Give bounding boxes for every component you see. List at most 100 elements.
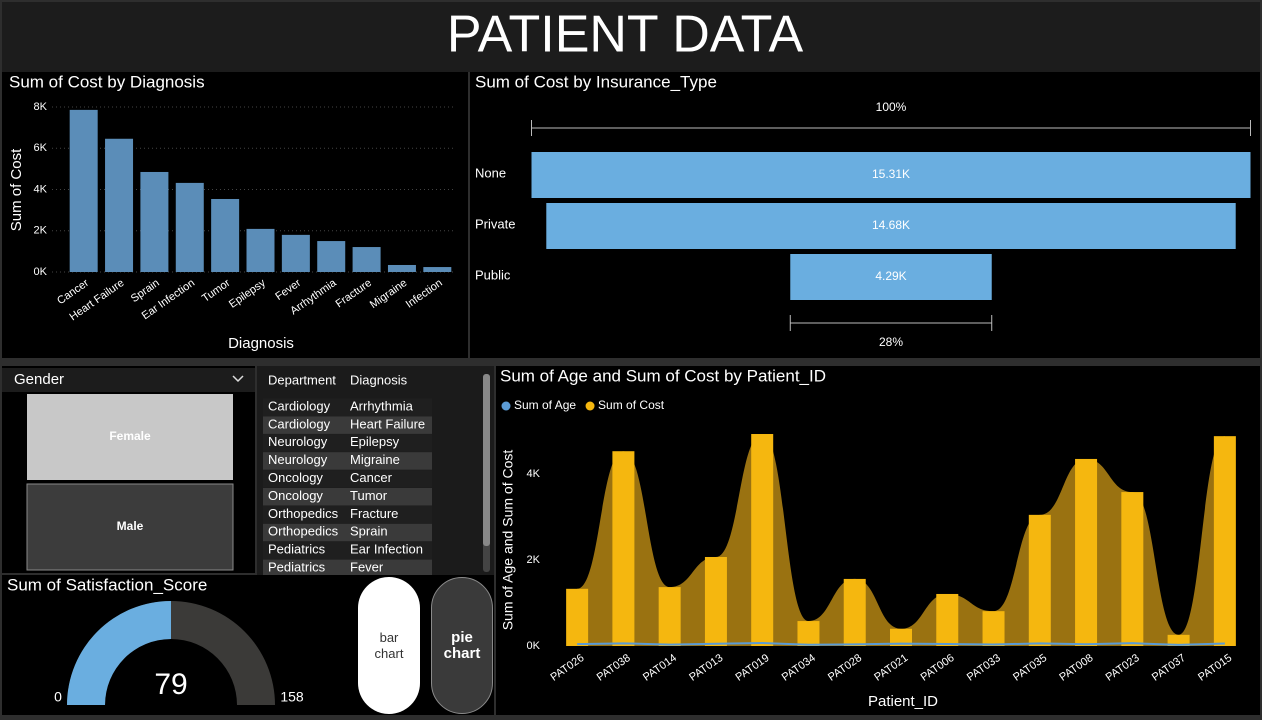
- y-tick-label: 2K: [527, 554, 541, 566]
- slicer-item-label[interactable]: Male: [117, 519, 144, 533]
- table-cell: Heart Failure: [350, 416, 425, 431]
- table-cell: Oncology: [268, 470, 323, 485]
- table-cell: Migraine: [350, 452, 400, 467]
- table-cell: Sprain: [350, 524, 388, 539]
- bar: [105, 138, 134, 272]
- gauge-fill: [67, 601, 171, 705]
- table-row: [263, 434, 432, 452]
- funnel-bar: [546, 203, 1236, 249]
- gauge-min: 0: [54, 689, 62, 705]
- bar: [751, 434, 774, 646]
- bracket: [531, 120, 1251, 136]
- y-tick-label: 4K: [34, 183, 48, 195]
- bar: [982, 611, 1005, 646]
- category-label: Private: [475, 216, 515, 231]
- chevron[interactable]: [232, 375, 244, 383]
- funnel-bar: [531, 152, 1251, 198]
- bar: [140, 171, 169, 272]
- panel: [2, 575, 356, 715]
- table-row: [263, 559, 432, 575]
- y-tick-label: 2K: [34, 225, 48, 237]
- x-axis-label: Diagnosis: [228, 335, 294, 352]
- annotation: 28%: [879, 335, 903, 349]
- slicer-item[interactable]: [27, 394, 233, 480]
- slicer-item-label[interactable]: Female: [109, 429, 151, 443]
- bar: [797, 621, 820, 646]
- bar: [704, 556, 727, 646]
- nav-button[interactable]: pie chart: [431, 577, 493, 714]
- button-label[interactable]: bar chart: [374, 629, 404, 661]
- y-tick-label: 0K: [34, 266, 48, 278]
- y-axis-label: Sum of Cost: [8, 148, 25, 231]
- legend-marker: [585, 401, 595, 411]
- bar: [1028, 514, 1051, 646]
- table-cell: Cancer: [350, 470, 393, 485]
- column-header: Department: [268, 372, 336, 387]
- legend-label: Sum of Age: [514, 398, 576, 412]
- value-label: 14.68K: [872, 218, 910, 232]
- y-tick-label: 6K: [34, 142, 48, 154]
- table-cell: Epilepsy: [350, 434, 400, 449]
- table-cell: Neurology: [268, 434, 328, 449]
- table-row: [263, 416, 432, 434]
- table: Department Diagnosis Cardiology Arrhythmia C…: [263, 372, 432, 575]
- y-tick-label: 8K: [34, 101, 48, 113]
- bar: [1075, 458, 1098, 646]
- chart-title: Sum of Satisfaction_Score: [7, 575, 207, 594]
- table-cell: Cardiology: [268, 416, 331, 431]
- bar: [843, 578, 866, 646]
- bar: [175, 182, 204, 272]
- button-label[interactable]: pie chart: [443, 628, 481, 662]
- slicer-item[interactable]: [26, 483, 234, 571]
- chart-title: Sum of Cost by Diagnosis: [9, 72, 205, 91]
- table-cell: Ear Infection: [350, 542, 423, 557]
- table-cell: Cardiology: [268, 398, 331, 413]
- column-header: Diagnosis: [350, 372, 408, 387]
- table-cell: Fever: [350, 560, 384, 575]
- bar: [936, 593, 959, 646]
- legend-marker: [501, 401, 511, 411]
- nav-button[interactable]: bar chart: [358, 577, 420, 714]
- annotation: 100%: [876, 100, 907, 114]
- scrollbar-thumb[interactable]: [483, 374, 490, 546]
- table-cell: Orthopedics: [268, 524, 339, 539]
- table-row: [263, 452, 432, 470]
- page-title: PATIENT DATA: [447, 6, 804, 64]
- bar: [317, 241, 346, 272]
- gauge-max: 158: [280, 689, 304, 705]
- chart-title: Sum of Cost by Insurance_Type: [475, 72, 717, 91]
- category-label: Public: [475, 267, 511, 282]
- slicer-title: Gender: [14, 371, 64, 388]
- table-cell: Oncology: [268, 488, 323, 503]
- y-tick-label: 4K: [527, 468, 541, 480]
- bar: [423, 267, 452, 272]
- table-cell: Tumor: [350, 488, 388, 503]
- bar: [352, 247, 381, 272]
- value-label: 4.29K: [875, 269, 906, 283]
- bar: [566, 588, 589, 646]
- y-axis-label: Sum of Age and Sum of Cost: [500, 450, 516, 631]
- table-cell: Pediatrics: [268, 542, 326, 557]
- table-row: [263, 470, 432, 488]
- bar: [1121, 492, 1144, 646]
- bar: [281, 234, 310, 272]
- legend-label: Sum of Cost: [598, 398, 665, 412]
- table-row: [263, 398, 432, 416]
- bar: [612, 451, 635, 646]
- bar: [1167, 634, 1190, 646]
- table-row: [263, 523, 432, 542]
- value-label: 15.31K: [872, 167, 910, 181]
- header-bar: [2, 2, 1260, 72]
- bar: [211, 198, 240, 272]
- bracket: [789, 315, 993, 331]
- table-row: [263, 541, 432, 560]
- table-cell: Pediatrics: [268, 560, 326, 575]
- bar: [387, 264, 416, 272]
- table-row: [263, 505, 432, 524]
- bar: [246, 228, 275, 272]
- chart-title: Sum of Age and Sum of Cost by Patient_ID: [500, 366, 826, 385]
- bar: [1213, 436, 1236, 646]
- bar: [658, 587, 681, 646]
